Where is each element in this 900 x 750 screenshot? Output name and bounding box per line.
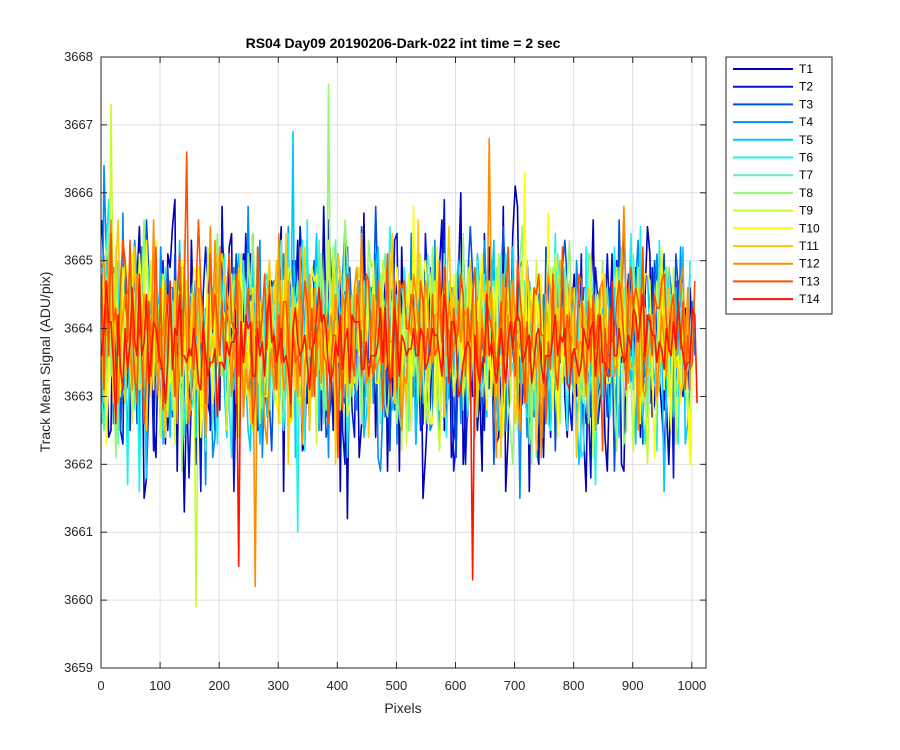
x-tick-label: 1000 bbox=[677, 678, 706, 693]
y-tick-label: 3668 bbox=[64, 49, 93, 64]
legend-label-t1: T1 bbox=[799, 62, 813, 76]
y-tick-label: 3663 bbox=[64, 388, 93, 403]
y-axis-label: Track Mean Signal (ADU/pix) bbox=[37, 272, 53, 453]
legend-box bbox=[725, 56, 833, 315]
y-tick-label: 3664 bbox=[64, 321, 93, 336]
chart-title: RS04 Day09 20190206-Dark-022 int time = … bbox=[246, 35, 561, 51]
x-tick-label: 700 bbox=[504, 678, 526, 693]
legend-label-t7: T7 bbox=[799, 168, 813, 182]
y-tick-label: 3662 bbox=[64, 456, 93, 471]
legend-label-t12: T12 bbox=[799, 257, 820, 271]
y-tick-label: 3660 bbox=[64, 592, 93, 607]
legend-label-t6: T6 bbox=[799, 151, 813, 165]
series-lines bbox=[100, 83, 698, 608]
x-tick-label: 0 bbox=[97, 678, 104, 693]
y-tick-label: 3661 bbox=[64, 524, 93, 539]
legend: T1 T2 T3 T4 T5 T6 T7 T8 T9 T10 T11 T12 T13 T14 bbox=[725, 56, 833, 315]
x-tick-label: 800 bbox=[563, 678, 585, 693]
legend-label-t13: T13 bbox=[799, 274, 820, 288]
legend-label-t5: T5 bbox=[799, 133, 813, 147]
x-tick-label: 900 bbox=[622, 678, 644, 693]
legend-label-t11: T11 bbox=[799, 239, 819, 253]
x-tick-label: 300 bbox=[267, 678, 289, 693]
legend-label-t8: T8 bbox=[799, 186, 813, 200]
y-tick-label: 3666 bbox=[64, 185, 93, 200]
x-tick-label: 600 bbox=[445, 678, 467, 693]
legend-label-t9: T9 bbox=[799, 204, 813, 218]
x-tick-label: 400 bbox=[326, 678, 348, 693]
legend-label-t10: T10 bbox=[799, 221, 820, 235]
x-axis-label: Pixels bbox=[384, 700, 421, 716]
x-tick-label: 100 bbox=[149, 678, 171, 693]
y-tick-label: 3665 bbox=[64, 253, 93, 268]
y-tick-label: 3667 bbox=[64, 117, 93, 132]
series-line-t13 bbox=[100, 151, 696, 459]
legend-label-t14: T14 bbox=[799, 292, 820, 306]
x-tick-label: 500 bbox=[386, 678, 408, 693]
y-tick-label: 3659 bbox=[64, 660, 93, 675]
series-line-t14 bbox=[100, 273, 698, 581]
legend-label-t4: T4 bbox=[799, 115, 813, 129]
legend-label-t3: T3 bbox=[799, 97, 813, 111]
legend-label-t2: T2 bbox=[799, 80, 813, 94]
axis-ticks: 0 100 200 300 400 500 600 700 800 900 1000 3659 3660… bbox=[64, 49, 706, 693]
plot-area-frame bbox=[100, 56, 707, 669]
x-tick-label: 200 bbox=[208, 678, 230, 693]
